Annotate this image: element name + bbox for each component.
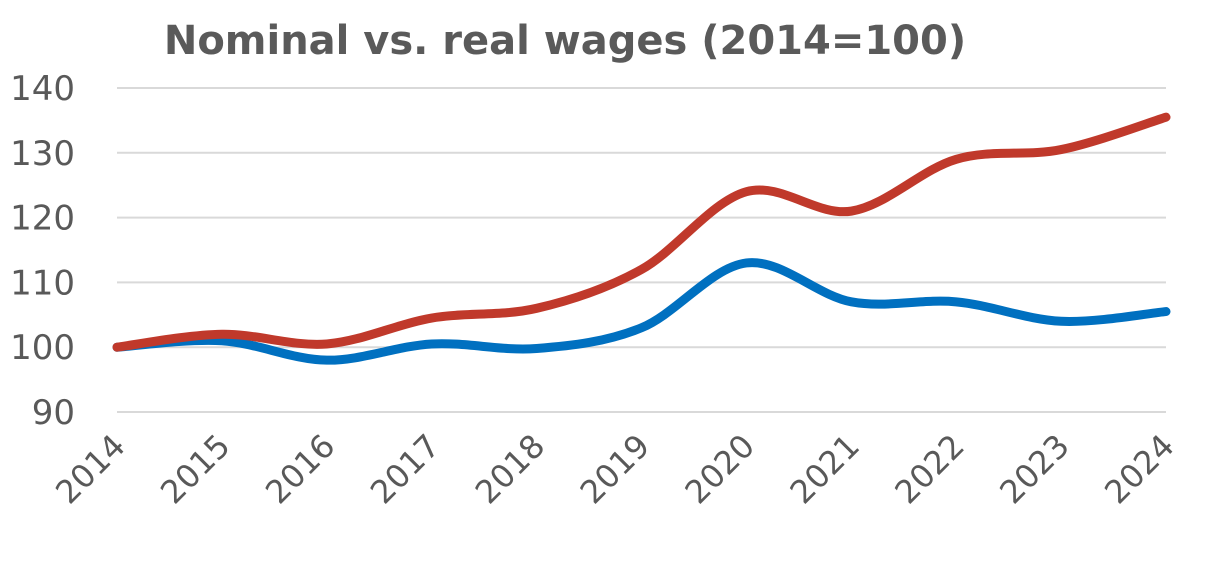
y-axis: 90 100 110 120 130 140 <box>10 69 75 433</box>
x-tick-label: 2015 <box>153 427 237 511</box>
y-tick-label: 100 <box>10 328 75 368</box>
x-tick-label: 2021 <box>783 427 867 511</box>
y-tick-label: 140 <box>10 69 75 109</box>
x-tick-label: 2024 <box>1097 427 1181 511</box>
x-tick-label: 2020 <box>678 427 762 511</box>
y-tick-label: 120 <box>10 199 75 239</box>
x-tick-label: 2016 <box>258 427 342 511</box>
x-tick-label: 2014 <box>48 427 132 511</box>
x-tick-label: 2023 <box>992 427 1076 511</box>
grid-layer <box>117 87 1166 413</box>
series-line-nominal-wages <box>112 112 1171 352</box>
y-tick-label: 110 <box>10 263 75 303</box>
x-axis: 2014 2015 2016 2017 2018 2019 2020 2021 2022 2023… <box>48 427 1181 511</box>
series-layer <box>112 112 1171 365</box>
chart-title: Nominal vs. real wages (2014=100) <box>164 18 966 64</box>
x-tick-label: 2019 <box>573 427 657 511</box>
x-tick-label: 2018 <box>468 427 552 511</box>
y-tick-label: 90 <box>32 393 75 433</box>
x-tick-label: 2017 <box>363 427 447 511</box>
y-tick-label: 130 <box>10 134 75 174</box>
x-tick-label: 2022 <box>887 427 971 511</box>
series-line-real-wages <box>112 258 1171 365</box>
